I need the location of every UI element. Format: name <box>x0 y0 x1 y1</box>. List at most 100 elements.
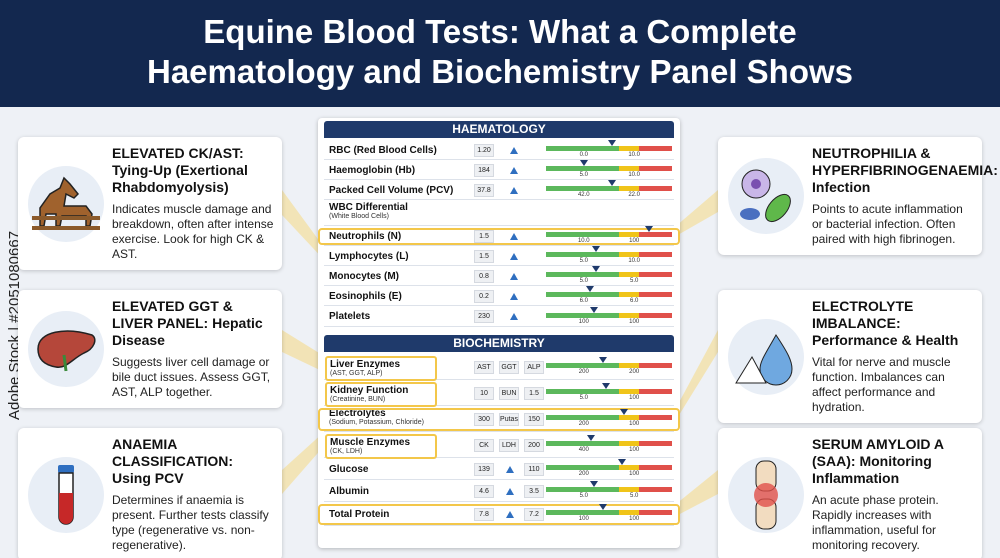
range-bar <box>546 312 672 318</box>
value-box: 1.5 <box>524 386 544 400</box>
title-line: Equine Blood Tests: What a Complete <box>203 13 797 50</box>
card-subtitle: Performance & Health <box>812 332 959 348</box>
value-box: 0.8 <box>474 269 494 283</box>
result-row: Haemoglobin (Hb) 184 5.0 10.0 <box>324 160 674 180</box>
test-label: RBC (Red Blood Cells) <box>329 144 437 156</box>
scale-label: 5.0 <box>579 258 588 264</box>
scale-label: 200 <box>629 369 640 375</box>
card-body: An acute phase protein. Rapidly increase… <box>812 493 939 552</box>
range-bar <box>546 487 672 492</box>
test-name: RBC (Red Blood Cells) <box>329 145 437 156</box>
card-body: Points to acute inflammation or bacteria… <box>812 202 963 246</box>
card-body: Vital for nerve and muscle function. Imb… <box>812 355 951 414</box>
test-sub: (CK, LDH) <box>330 448 363 455</box>
info-card: ELEVATED GGT & LIVER PANEL: Hepatic Dise… <box>18 290 282 408</box>
scale-label: 22.0 <box>628 192 641 198</box>
result-row: Packed Cell Volume (PCV) 37.8 42.0 22.0 <box>324 180 674 200</box>
card-icon <box>28 165 104 242</box>
scale-label: 5.0 <box>579 172 588 178</box>
value-box: 37.8 <box>474 183 494 197</box>
test-label: WBC Differential <box>329 202 408 213</box>
scale-label: 10.0 <box>577 238 590 244</box>
test-label: Glucose <box>329 463 369 475</box>
scale-label: 400 <box>578 447 589 453</box>
value-box: 7.8 <box>474 507 494 521</box>
scale-label: 100 <box>629 471 640 477</box>
card-body: Indicates muscle damage and breakdown, o… <box>112 202 274 261</box>
card-icon <box>728 318 804 395</box>
range-bar <box>546 510 672 515</box>
result-row: Electrolytes (Sodium, Potassium, Chloride… <box>318 406 680 432</box>
card-title: NEUTROPHILIA & HYPERFIBRINOGENAEMIA: <box>812 145 998 178</box>
card-subtitle: Tying-Up (Exertional Rhabdomyolysis) <box>112 162 248 195</box>
scale-label: 200 <box>578 471 589 477</box>
scale-label: 5.0 <box>579 493 588 499</box>
indicator <box>510 313 518 320</box>
test-name: Eosinophils (E) <box>329 291 402 302</box>
result-row: Muscle Enzymes (CK, LDH) CK LDH 200 400 100 <box>324 432 674 459</box>
value-box: 150 <box>524 412 544 426</box>
range-bar <box>546 415 672 420</box>
value-box: 10 <box>474 386 494 400</box>
value-box: CK <box>474 438 494 452</box>
range-marker <box>598 504 607 510</box>
indicator <box>510 186 518 194</box>
card-title: ELEVATED GGT & LIVER PANEL: <box>112 298 233 331</box>
value-box: 3.5 <box>524 484 544 498</box>
range-marker <box>607 140 616 146</box>
header: Equine Blood Tests: What a Complete Haem… <box>0 0 1000 107</box>
scale-label: 100 <box>629 421 640 427</box>
test-name: Haemoglobin (Hb) <box>329 165 415 176</box>
test-sub: (White Blood Cells) <box>329 213 389 220</box>
test-label: Packed Cell Volume (PCV) <box>329 184 454 196</box>
test-label: Platelets <box>329 311 371 322</box>
test-label: Monocytes (M) <box>329 270 399 282</box>
scale-label: 200 <box>578 369 589 375</box>
test-name: Monocytes (M) <box>329 271 399 282</box>
test-name: Liver Enzymes (AST, GGT, ALP) <box>325 356 437 381</box>
info-card: NEUTROPHILIA & HYPERFIBRINOGENAEMIA: Inf… <box>718 137 998 255</box>
scale-label: 100 <box>629 516 640 522</box>
test-name: WBC Differential (White Blood Cells) <box>329 202 408 221</box>
range-marker <box>592 246 601 252</box>
result-row: Monocytes (M) 0.8 5.0 5.0 <box>324 266 674 286</box>
card-subtitle: Hepatic Disease <box>112 315 263 348</box>
highlight <box>318 408 680 431</box>
indicator <box>510 252 518 260</box>
value-box: 300 <box>474 412 494 426</box>
range-marker <box>645 226 654 232</box>
scale-label: 10.0 <box>628 152 641 158</box>
card-title: ELEVATED CK/AST: <box>112 145 244 161</box>
result-row: Eosinophils (E) 0.2 6.0 6.0 <box>324 286 674 306</box>
indicator <box>506 487 514 495</box>
card-heading: SERUM AMYLOID A (SAA): Monitoring Inflam… <box>812 436 974 487</box>
indicator <box>510 272 518 280</box>
value-box: AST <box>474 360 494 374</box>
range-marker <box>620 409 629 415</box>
indicator <box>510 292 518 300</box>
test-name: Albumin <box>329 486 369 497</box>
info-card: ELECTROLYTE IMBALANCE: Performance & Hea… <box>718 290 982 423</box>
test-name: Platelets <box>329 311 370 322</box>
range-marker <box>607 180 616 186</box>
range-bar <box>546 166 672 171</box>
results-panel: HAEMATOLOGY RBC (Red Blood Cells) 1.20 0.0 1… <box>318 118 680 548</box>
value-box: 110 <box>524 462 544 476</box>
scale-label: 5.0 <box>630 278 639 284</box>
test-label: Electrolytes <box>329 408 386 419</box>
value-box: ALP <box>524 360 544 374</box>
result-row: Lymphocytes (L) 1.5 5.0 10.0 <box>324 246 674 266</box>
scale-label: 6.0 <box>579 298 588 304</box>
scale-label: 100 <box>629 238 640 244</box>
card-body: Determines if anaemia is present. Furthe… <box>112 493 269 552</box>
card-icon <box>28 311 104 387</box>
indicator <box>510 232 518 240</box>
result-row: Albumin 4.6 3.5 5.0 5.0 <box>324 480 674 502</box>
range-marker <box>589 481 598 487</box>
test-name: Glucose <box>329 464 368 475</box>
value-box: GGT <box>499 360 519 374</box>
scale-label: 6.0 <box>630 298 639 304</box>
test-label: Kidney Function <box>330 385 409 396</box>
